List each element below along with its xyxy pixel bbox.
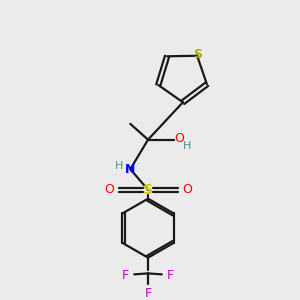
Text: H: H [115, 161, 124, 171]
Text: O: O [104, 183, 114, 196]
Text: F: F [145, 286, 152, 300]
Text: O: O [182, 183, 192, 196]
Text: F: F [122, 269, 129, 282]
Text: F: F [167, 269, 174, 282]
Text: S: S [143, 183, 153, 197]
Text: H: H [183, 141, 192, 151]
Text: S: S [194, 48, 202, 61]
Text: N: N [125, 163, 136, 176]
Text: O: O [175, 132, 184, 145]
